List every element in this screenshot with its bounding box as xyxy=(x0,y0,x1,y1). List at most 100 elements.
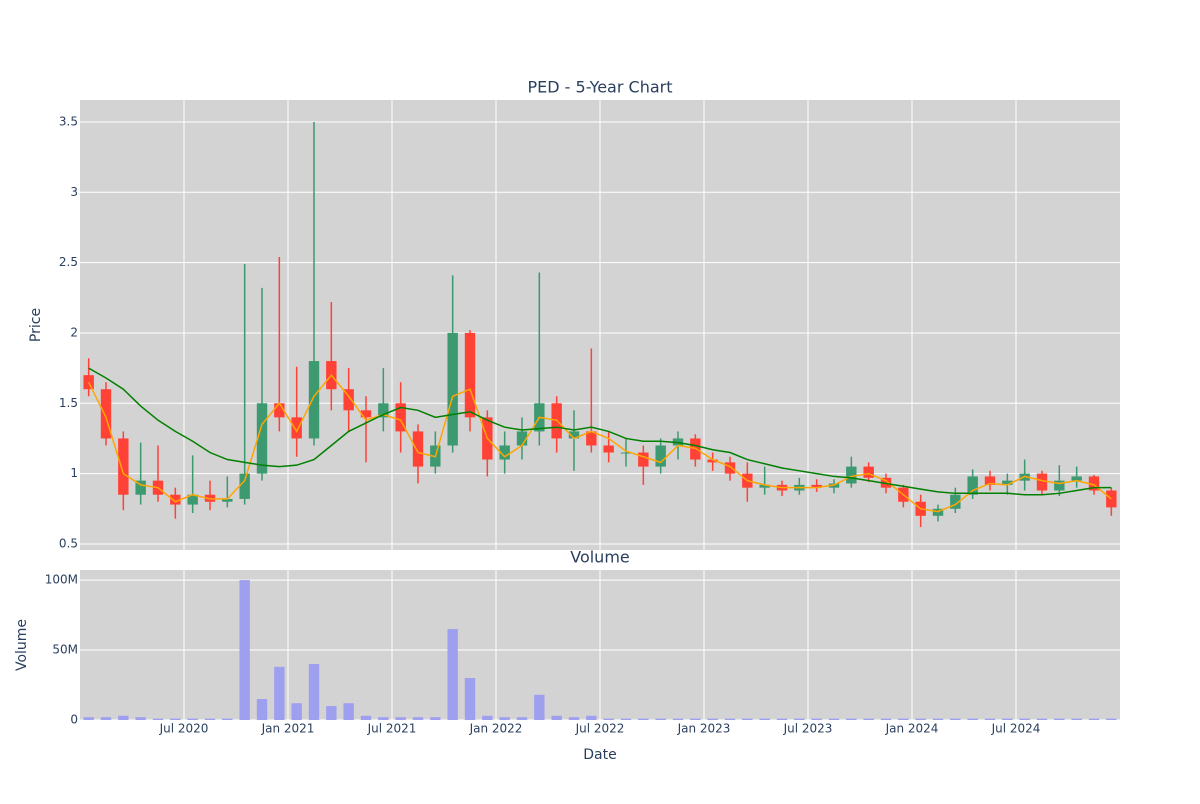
volume-bar xyxy=(1019,718,1030,720)
candle-body xyxy=(863,466,874,478)
volume-bar xyxy=(204,718,216,720)
volume-bar xyxy=(447,629,458,720)
candle-body xyxy=(1002,480,1013,485)
y-tick-label: 2 xyxy=(70,325,78,339)
volume-bar xyxy=(932,718,944,720)
volume-bar xyxy=(1088,718,1100,720)
x-tick-label: Jan 2024 xyxy=(885,722,939,736)
volume-title: Volume xyxy=(570,548,630,567)
volume-bar xyxy=(603,718,614,720)
volume-bar xyxy=(638,718,649,720)
volume-bar xyxy=(464,678,476,720)
y-tick-label: 0.5 xyxy=(59,536,78,550)
moving-average xyxy=(87,373,1112,513)
y-axis-label: Price xyxy=(28,308,44,342)
volume-bar xyxy=(915,718,926,720)
candle-body xyxy=(950,494,961,509)
candle-body xyxy=(1036,473,1048,491)
candle-body xyxy=(586,431,597,446)
volume-bar xyxy=(828,718,840,720)
candle-body xyxy=(499,445,510,460)
candle-body xyxy=(707,459,718,463)
volume-bar xyxy=(118,715,129,720)
volume-bar xyxy=(83,717,94,720)
volume-bar xyxy=(690,718,701,720)
volume-bar xyxy=(811,718,822,720)
x-tick-label: Jan 2022 xyxy=(469,722,523,736)
moving-average xyxy=(88,367,1112,496)
volume-bar xyxy=(516,717,528,720)
volume-bar xyxy=(1054,718,1065,720)
candle-body xyxy=(135,480,146,495)
volume-bar xyxy=(534,694,545,720)
x-tick-label: Jul 2024 xyxy=(991,722,1041,736)
volume-bar xyxy=(568,717,580,720)
volume-bar xyxy=(412,717,424,720)
candle-body xyxy=(603,445,614,453)
x-tick-label: Jul 2020 xyxy=(159,722,209,736)
candle-body xyxy=(395,403,406,432)
volume-bar xyxy=(360,715,372,720)
y-tick-label: 100M xyxy=(45,573,78,587)
volume-bar xyxy=(586,715,597,720)
x-tick-label: Jan 2021 xyxy=(261,722,315,736)
volume-bar xyxy=(274,666,285,720)
candle-body xyxy=(118,438,129,495)
volume-bar xyxy=(655,718,666,720)
candle-body xyxy=(170,494,181,505)
volume-bar xyxy=(1106,718,1117,720)
x-tick-label: Jul 2021 xyxy=(367,722,417,736)
volume-bar xyxy=(499,717,510,720)
candle-body xyxy=(222,498,233,502)
volume-bar xyxy=(239,580,250,720)
candle-body xyxy=(343,389,354,411)
x-tick-label: Jul 2023 xyxy=(783,722,833,736)
candle-body xyxy=(274,403,285,418)
volume-bar xyxy=(742,718,753,720)
volume-bar xyxy=(187,718,198,720)
volume-bar xyxy=(430,717,441,720)
candle-body xyxy=(308,361,320,439)
candle-body xyxy=(291,417,302,439)
candle-body xyxy=(759,484,770,488)
y-tick-label: 3 xyxy=(70,185,78,199)
volume-bar xyxy=(898,718,909,720)
candle-body xyxy=(187,494,198,505)
candle-body xyxy=(516,431,528,446)
candle-body xyxy=(638,452,649,467)
chart-title: PED - 5-Year Chart xyxy=(527,78,672,97)
volume-bar xyxy=(1071,718,1082,720)
candle-body xyxy=(1071,476,1082,481)
candle-body xyxy=(1054,480,1065,491)
volume-bar xyxy=(707,718,718,720)
volume-bar xyxy=(291,703,302,720)
volume-bar xyxy=(984,718,996,720)
x-axis-label: Date xyxy=(583,747,616,763)
volume-bar xyxy=(135,717,146,720)
y-tick-label: 1.5 xyxy=(59,396,78,410)
candle-body xyxy=(412,431,424,467)
volume-bar xyxy=(152,718,164,720)
candle-body xyxy=(378,403,389,418)
volume-bar xyxy=(343,703,354,720)
candle-body xyxy=(811,484,822,488)
y-tick-label: 50M xyxy=(52,643,78,657)
volume-axis-label: Volume xyxy=(14,619,30,671)
volume-bar xyxy=(482,715,493,720)
volume-bar xyxy=(776,718,788,720)
volume-bar xyxy=(256,699,268,720)
y-tick-label: 2.5 xyxy=(59,255,78,269)
candle-body xyxy=(464,332,476,418)
x-tick-label: Jan 2023 xyxy=(677,722,731,736)
candle-body xyxy=(620,452,632,454)
volume-bar xyxy=(794,718,805,720)
y-tick-label: 0 xyxy=(70,713,78,727)
volume-bar xyxy=(1002,718,1013,720)
candle-body xyxy=(655,445,666,467)
volume-bar xyxy=(724,718,736,720)
candle-body xyxy=(100,389,112,439)
volume-bar xyxy=(551,715,562,720)
volume-bar xyxy=(395,717,406,720)
candle-body xyxy=(984,476,996,485)
